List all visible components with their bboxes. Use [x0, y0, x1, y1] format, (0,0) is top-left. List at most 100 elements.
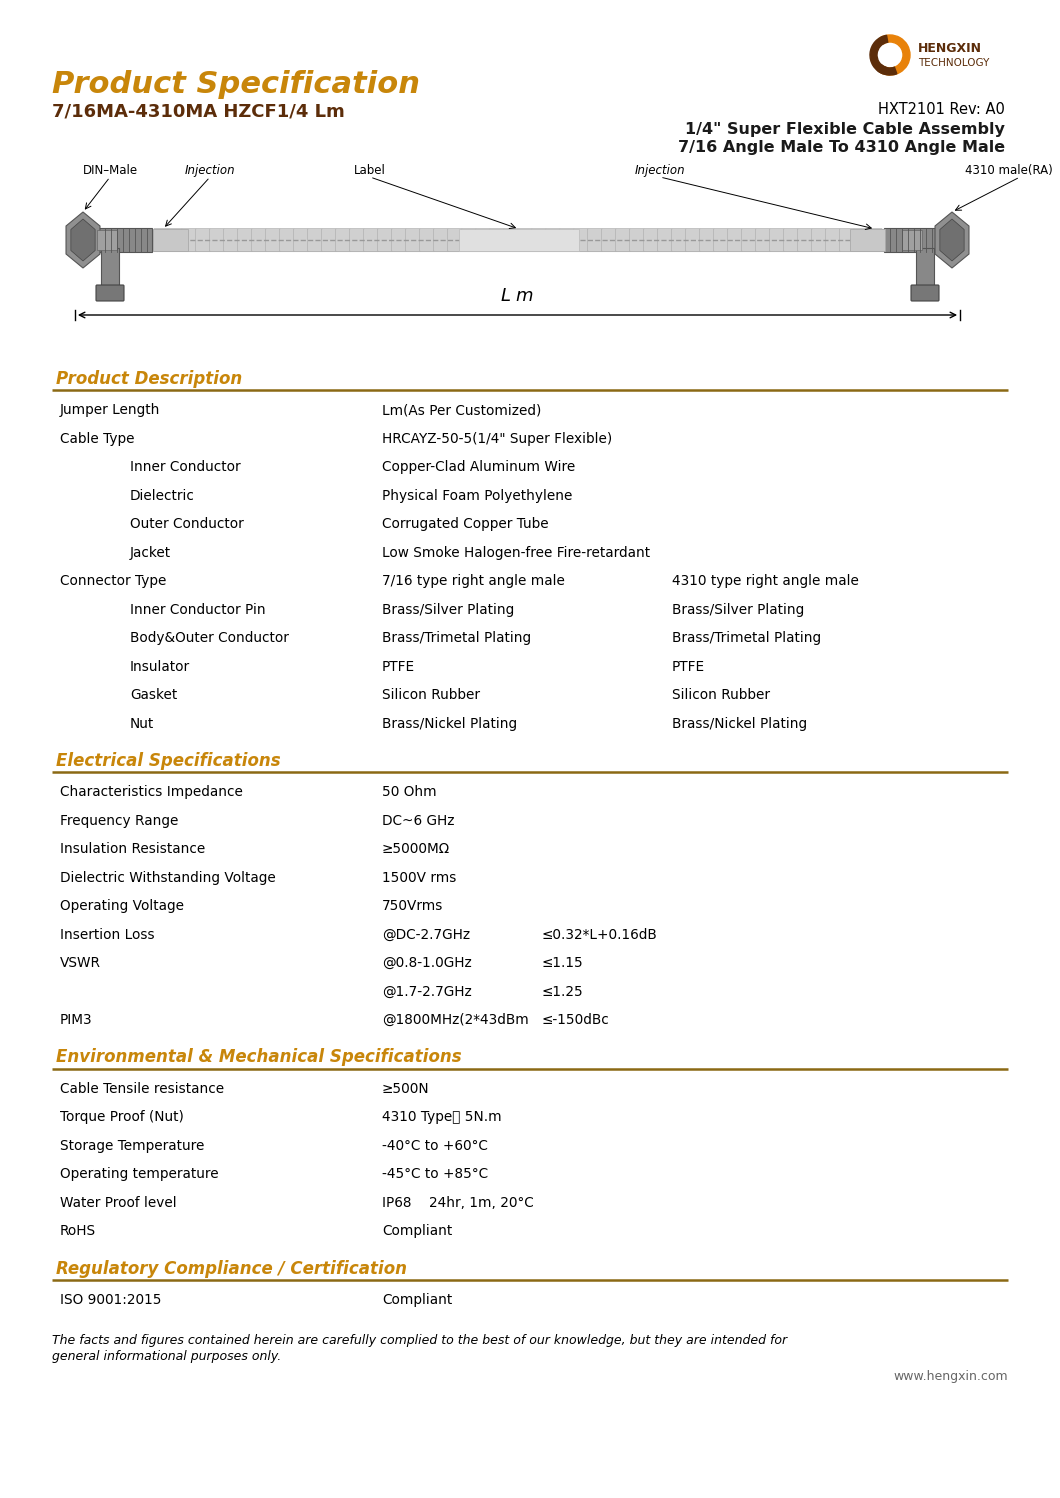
- FancyBboxPatch shape: [153, 229, 885, 252]
- FancyBboxPatch shape: [770, 229, 784, 252]
- FancyBboxPatch shape: [237, 229, 252, 252]
- Text: 50 Ohm: 50 Ohm: [382, 785, 437, 800]
- FancyBboxPatch shape: [154, 229, 169, 252]
- Text: Insulation Resistance: Insulation Resistance: [60, 842, 206, 857]
- Text: Brass/Nickel Plating: Brass/Nickel Plating: [382, 716, 517, 731]
- Text: Operating Voltage: Operating Voltage: [60, 899, 184, 914]
- Text: Cable Type: Cable Type: [60, 431, 135, 446]
- Text: Frequency Range: Frequency Range: [60, 813, 178, 828]
- Text: DC~6 GHz: DC~6 GHz: [382, 813, 455, 828]
- FancyBboxPatch shape: [812, 229, 827, 252]
- Text: Jacket: Jacket: [130, 545, 171, 560]
- Text: 7/16 Angle Male To 4310 Angle Male: 7/16 Angle Male To 4310 Angle Male: [678, 139, 1005, 154]
- Text: Low Smoke Halogen-free Fire-retardant: Low Smoke Halogen-free Fire-retardant: [382, 545, 650, 560]
- Text: TECHNOLOGY: TECHNOLOGY: [918, 58, 989, 67]
- FancyBboxPatch shape: [167, 229, 182, 252]
- Text: ≤0.32*L+0.16dB: ≤0.32*L+0.16dB: [542, 927, 658, 942]
- Text: Body&Outer Conductor: Body&Outer Conductor: [130, 631, 289, 646]
- FancyBboxPatch shape: [531, 229, 547, 252]
- Text: 1500V rms: 1500V rms: [382, 870, 457, 885]
- Text: PIM3: PIM3: [60, 1013, 92, 1028]
- Text: Electrical Specifications: Electrical Specifications: [56, 752, 281, 770]
- FancyBboxPatch shape: [546, 229, 561, 252]
- Text: www.hengxin.com: www.hengxin.com: [894, 1371, 1008, 1383]
- FancyBboxPatch shape: [434, 229, 448, 252]
- FancyBboxPatch shape: [336, 229, 351, 252]
- Text: $L$ m: $L$ m: [500, 288, 534, 306]
- FancyBboxPatch shape: [742, 229, 757, 252]
- Text: Connector Type: Connector Type: [60, 574, 166, 589]
- FancyBboxPatch shape: [643, 229, 658, 252]
- FancyBboxPatch shape: [756, 229, 771, 252]
- Text: Injection: Injection: [635, 163, 686, 177]
- Text: Environmental & Mechanical Specifications: Environmental & Mechanical Specification…: [56, 1049, 461, 1067]
- FancyBboxPatch shape: [224, 229, 238, 252]
- Text: 1/4" Super Flexible Cable Assembly: 1/4" Super Flexible Cable Assembly: [685, 121, 1005, 136]
- Text: IP68    24hr, 1m, 20°C: IP68 24hr, 1m, 20°C: [382, 1195, 534, 1210]
- Text: Outer Conductor: Outer Conductor: [130, 517, 244, 532]
- Text: Physical Foam Polyethylene: Physical Foam Polyethylene: [382, 488, 572, 503]
- FancyBboxPatch shape: [671, 229, 687, 252]
- Text: @1800MHz(2*43dBm: @1800MHz(2*43dBm: [382, 1013, 529, 1028]
- Wedge shape: [870, 36, 887, 73]
- FancyBboxPatch shape: [251, 229, 266, 252]
- FancyBboxPatch shape: [783, 229, 798, 252]
- Text: HRCAYZ-50-5(1/4" Super Flexible): HRCAYZ-50-5(1/4" Super Flexible): [382, 431, 613, 446]
- Text: ISO 9001:2015: ISO 9001:2015: [60, 1293, 161, 1306]
- FancyBboxPatch shape: [101, 249, 119, 291]
- FancyBboxPatch shape: [560, 229, 575, 252]
- Text: The facts and figures contained herein are carefully complied to the best of our: The facts and figures contained herein a…: [52, 1335, 788, 1347]
- FancyBboxPatch shape: [210, 229, 225, 252]
- Text: Operating temperature: Operating temperature: [60, 1167, 218, 1182]
- Text: Silicon Rubber: Silicon Rubber: [382, 688, 480, 703]
- Text: 7/16 type right angle male: 7/16 type right angle male: [382, 574, 565, 589]
- FancyBboxPatch shape: [587, 229, 602, 252]
- FancyBboxPatch shape: [826, 229, 841, 252]
- Text: HXT2101 Rev: A0: HXT2101 Rev: A0: [878, 102, 1005, 117]
- Text: Storage Temperature: Storage Temperature: [60, 1138, 205, 1153]
- Text: Brass/Silver Plating: Brass/Silver Plating: [382, 602, 514, 617]
- Text: Compliant: Compliant: [382, 1224, 453, 1239]
- Text: Silicon Rubber: Silicon Rubber: [672, 688, 770, 703]
- Text: Copper-Clad Aluminum Wire: Copper-Clad Aluminum Wire: [382, 460, 576, 475]
- FancyBboxPatch shape: [459, 229, 579, 252]
- Text: ≥500N: ≥500N: [382, 1082, 429, 1095]
- FancyBboxPatch shape: [911, 285, 939, 301]
- FancyBboxPatch shape: [840, 229, 854, 252]
- Text: PTFE: PTFE: [382, 659, 416, 674]
- FancyBboxPatch shape: [657, 229, 672, 252]
- FancyBboxPatch shape: [916, 249, 934, 291]
- Text: Product Description: Product Description: [56, 370, 243, 388]
- Text: ≤1.15: ≤1.15: [542, 956, 584, 971]
- FancyBboxPatch shape: [391, 229, 406, 252]
- FancyBboxPatch shape: [476, 229, 491, 252]
- FancyBboxPatch shape: [573, 229, 588, 252]
- Text: Compliant: Compliant: [382, 1293, 453, 1306]
- FancyBboxPatch shape: [364, 229, 378, 252]
- FancyBboxPatch shape: [713, 229, 728, 252]
- Text: Insulator: Insulator: [130, 659, 190, 674]
- FancyBboxPatch shape: [181, 229, 196, 252]
- FancyBboxPatch shape: [601, 229, 617, 252]
- FancyBboxPatch shape: [321, 229, 336, 252]
- FancyBboxPatch shape: [153, 229, 188, 252]
- Text: Jumper Length: Jumper Length: [60, 403, 160, 418]
- Text: -40°C to +60°C: -40°C to +60°C: [382, 1138, 488, 1153]
- Text: 750Vrms: 750Vrms: [382, 899, 443, 914]
- FancyBboxPatch shape: [307, 229, 322, 252]
- Wedge shape: [877, 64, 897, 75]
- Text: ≥5000MΩ: ≥5000MΩ: [382, 842, 450, 857]
- Text: Nut: Nut: [130, 716, 155, 731]
- Text: RoHS: RoHS: [60, 1224, 96, 1239]
- FancyBboxPatch shape: [490, 229, 505, 252]
- Text: Lm(As Per Customized): Lm(As Per Customized): [382, 403, 542, 418]
- FancyBboxPatch shape: [686, 229, 701, 252]
- Text: @DC-2.7GHz: @DC-2.7GHz: [382, 927, 471, 942]
- Text: DIN–Male: DIN–Male: [83, 163, 138, 177]
- Text: Cable Tensile resistance: Cable Tensile resistance: [60, 1082, 224, 1095]
- FancyBboxPatch shape: [96, 285, 124, 301]
- Text: Product Specification: Product Specification: [52, 70, 420, 99]
- Text: Gasket: Gasket: [130, 688, 177, 703]
- Text: Inner Conductor: Inner Conductor: [130, 460, 241, 475]
- FancyBboxPatch shape: [797, 229, 813, 252]
